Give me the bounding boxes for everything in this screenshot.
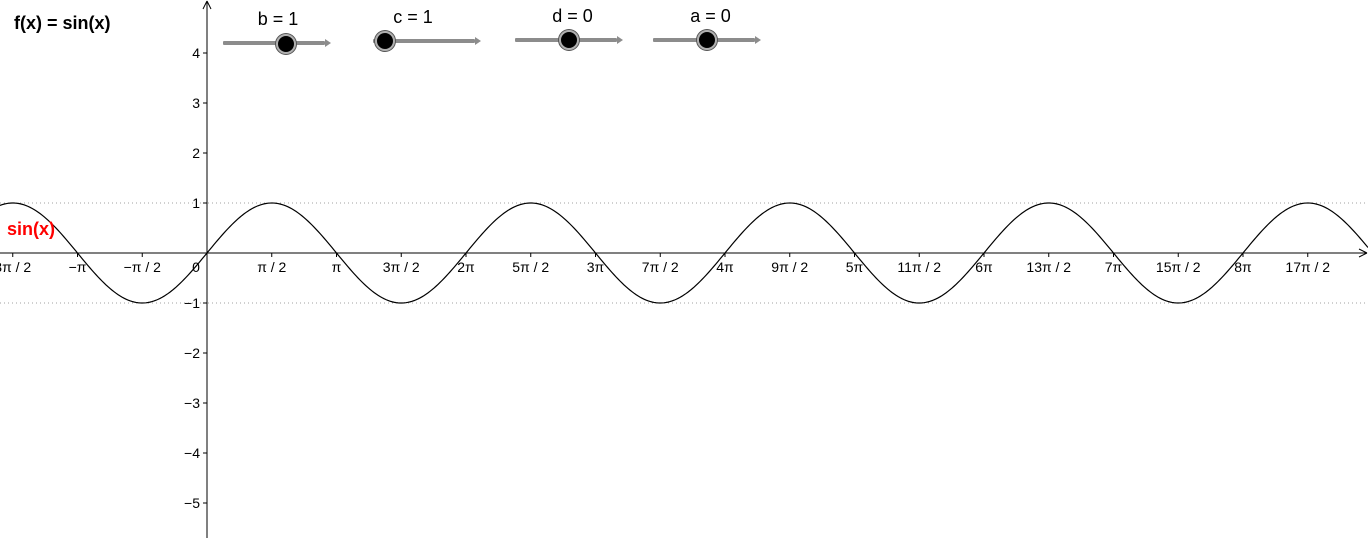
slider-c-track[interactable] bbox=[373, 37, 481, 45]
y-axis-arrow bbox=[202, 0, 212, 10]
slider-b-label: b = 1 bbox=[257, 9, 299, 29]
slider-c-handle[interactable] bbox=[375, 31, 395, 51]
y-tick-label: −5 bbox=[184, 495, 200, 511]
x-tick-label: 5π bbox=[846, 259, 864, 275]
x-tick-label: 3π bbox=[587, 259, 605, 275]
x-tick-label: 6π bbox=[975, 259, 993, 275]
x-tick-label: 7π / 2 bbox=[642, 259, 679, 275]
x-tick-label: 17π / 2 bbox=[1285, 259, 1330, 275]
slider-a-handle[interactable] bbox=[697, 30, 717, 50]
x-axis-arrow bbox=[1358, 248, 1368, 258]
x-tick-label: 11π / 2 bbox=[897, 259, 941, 275]
slider-d-label: d = 0 bbox=[552, 6, 593, 26]
y-tick-label: −4 bbox=[184, 445, 200, 461]
x-tick-label: 5π / 2 bbox=[512, 259, 549, 275]
slider-c-label: c = 1 bbox=[393, 7, 433, 27]
slider-b-handle[interactable] bbox=[276, 34, 296, 54]
x-tick-label: 7π bbox=[1105, 259, 1123, 275]
function-definition[interactable]: f(x) = sin(x) bbox=[14, 13, 111, 33]
x-tick-label: 9π / 2 bbox=[771, 259, 808, 275]
x-tick-label: −π / 2 bbox=[124, 259, 162, 275]
x-tick-label: 15π / 2 bbox=[1156, 259, 1201, 275]
slider-a[interactable]: a = 0 bbox=[653, 6, 763, 50]
y-tick-label: 4 bbox=[192, 45, 200, 61]
x-tick-label: 13π / 2 bbox=[1026, 259, 1071, 275]
y-tick-label: −1 bbox=[184, 295, 200, 311]
slider-b[interactable]: b = 1 bbox=[223, 9, 333, 54]
x-tick-label: −π bbox=[69, 259, 87, 275]
y-tick-label: 3 bbox=[192, 95, 200, 111]
x-tick-label: 8π bbox=[1234, 259, 1252, 275]
x-tick-label: 3π / 2 bbox=[0, 259, 31, 275]
slider-c[interactable]: c = 1 bbox=[373, 7, 483, 51]
sine-curve[interactable] bbox=[0, 202, 1368, 304]
slider-b-track[interactable] bbox=[223, 39, 331, 47]
y-tick-label: −3 bbox=[184, 395, 200, 411]
curve-label: sin(x) bbox=[7, 219, 56, 239]
x-tick-label: 0 bbox=[192, 259, 200, 275]
slider-d[interactable]: d = 0 bbox=[515, 6, 625, 50]
slider-a-label: a = 0 bbox=[690, 6, 731, 26]
y-tick-label: 2 bbox=[192, 145, 200, 161]
y-tick-label: 1 bbox=[192, 195, 200, 211]
x-tick-label: π bbox=[332, 259, 342, 275]
x-tick-label: 2π bbox=[457, 259, 475, 275]
y-tick-label: −2 bbox=[184, 345, 200, 361]
x-tick-label: 4π bbox=[716, 259, 734, 275]
x-tick-label: π / 2 bbox=[257, 259, 286, 275]
x-tick-label: 3π / 2 bbox=[383, 259, 420, 275]
slider-d-handle[interactable] bbox=[559, 30, 579, 50]
